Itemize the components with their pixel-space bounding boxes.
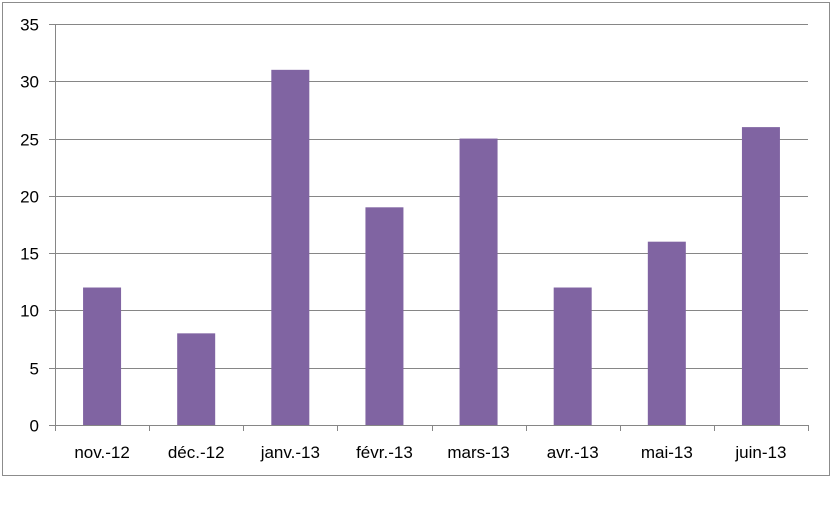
x-tick-label: juin-13 bbox=[734, 443, 786, 462]
bars bbox=[83, 69, 780, 426]
x-tick-label: avr.-13 bbox=[547, 443, 599, 462]
y-tick-label: 0 bbox=[30, 417, 39, 436]
bar bbox=[271, 69, 310, 425]
y-tick-label: 35 bbox=[20, 16, 39, 35]
bar bbox=[647, 241, 686, 425]
x-tick-label: janv.-13 bbox=[260, 443, 320, 462]
y-tick-label: 25 bbox=[20, 131, 39, 150]
bar bbox=[459, 138, 498, 426]
x-tick-label: nov.-12 bbox=[74, 443, 129, 462]
y-tick-label: 20 bbox=[20, 188, 39, 207]
x-tick-label: déc.-12 bbox=[168, 443, 225, 462]
bar bbox=[177, 333, 216, 425]
x-tick-label: févr.-13 bbox=[356, 443, 413, 462]
gridlines bbox=[55, 24, 808, 369]
x-tick-labels: nov.-12 déc.-12 janv.-13 févr.-13 mars-13 avr… bbox=[74, 443, 786, 462]
x-tick-label: mars-13 bbox=[447, 443, 509, 462]
bar bbox=[365, 207, 404, 425]
y-tick-label: 5 bbox=[30, 360, 39, 379]
y-tick-label: 30 bbox=[20, 73, 39, 92]
y-tick-label: 15 bbox=[20, 245, 39, 264]
bar bbox=[741, 127, 780, 425]
bar bbox=[553, 287, 592, 425]
bar bbox=[83, 287, 122, 425]
y-tick-label: 10 bbox=[20, 302, 39, 321]
x-tick-label: mai-13 bbox=[641, 443, 693, 462]
y-tick-labels: 0 5 10 15 20 25 30 35 bbox=[20, 16, 39, 436]
axes bbox=[49, 24, 809, 431]
